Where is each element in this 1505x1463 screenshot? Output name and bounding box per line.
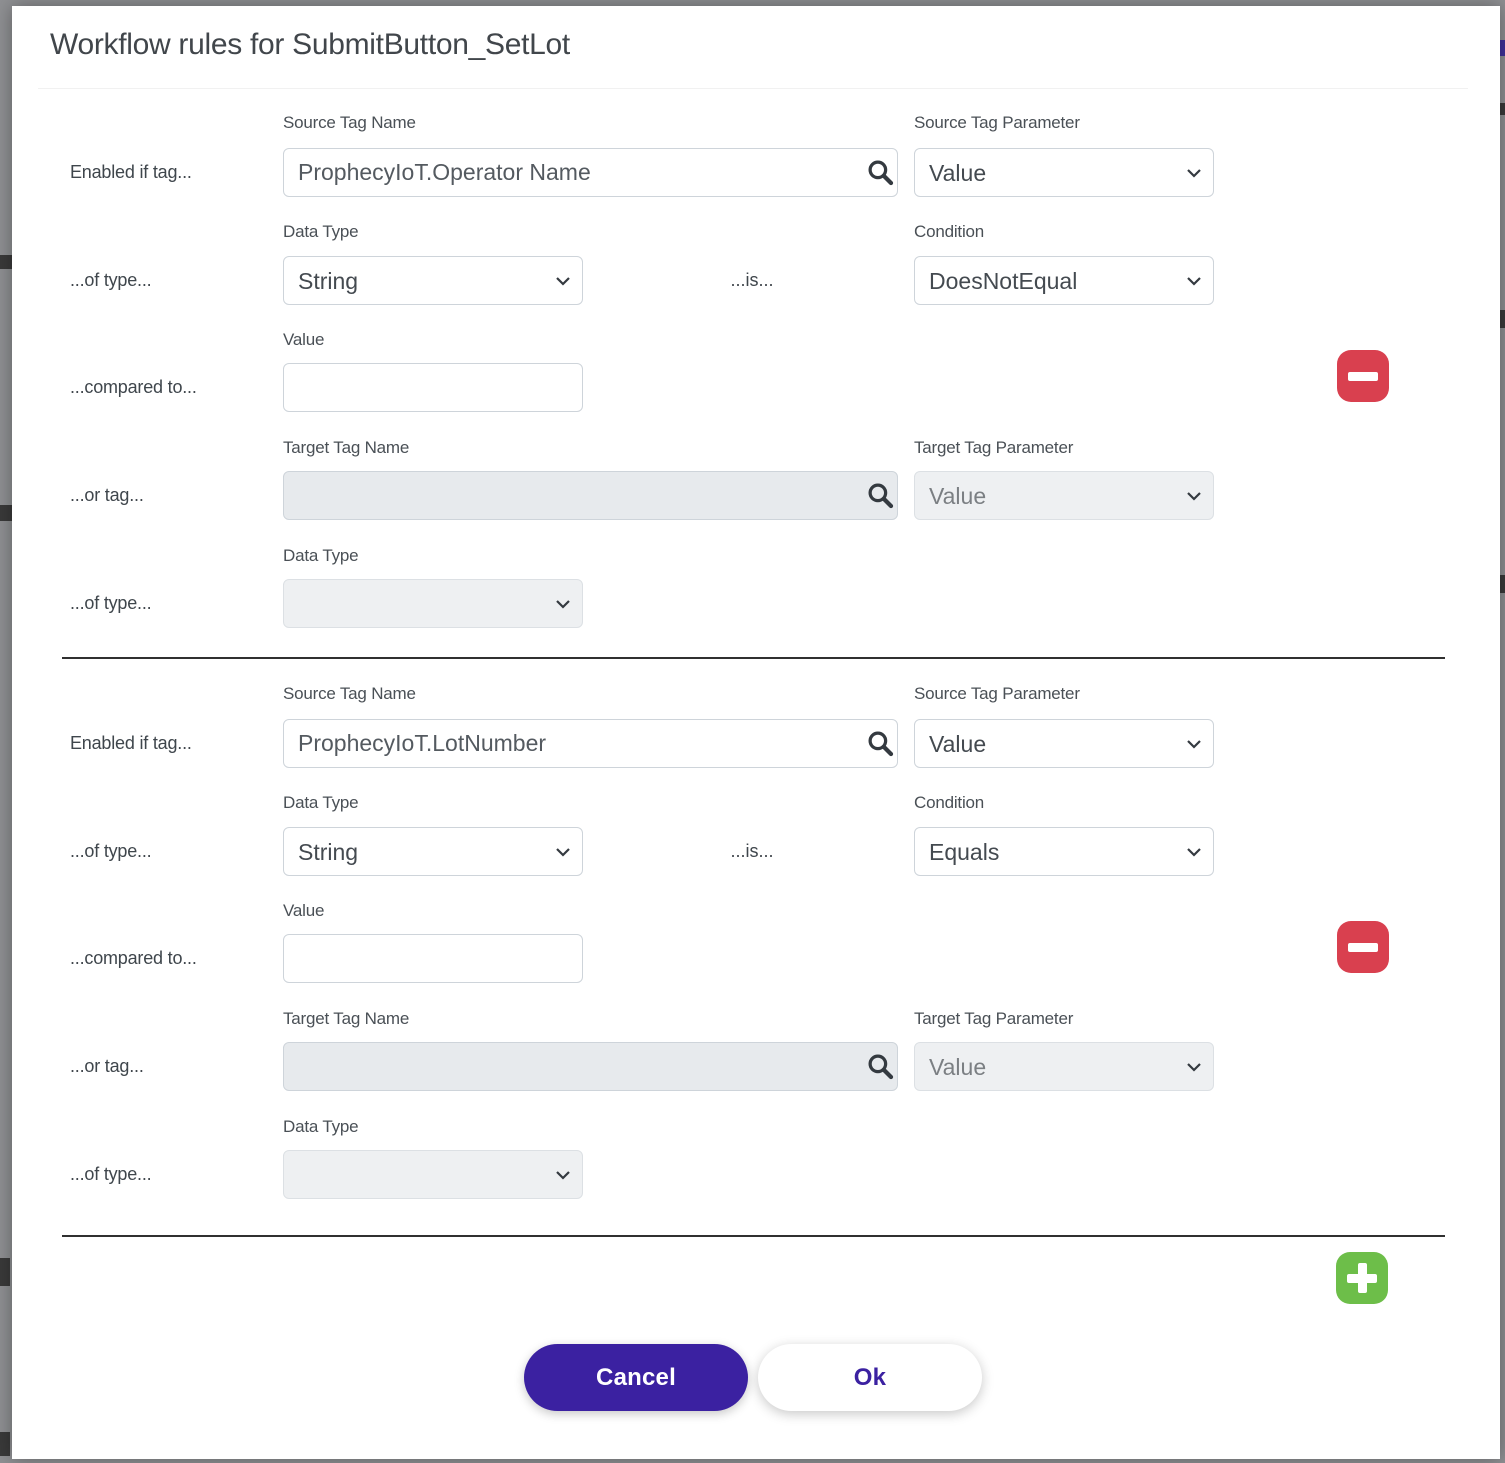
ok-button[interactable]: Ok	[758, 1344, 982, 1411]
value-label: Value	[283, 901, 325, 920]
of-type-label: ...of type...	[70, 270, 152, 290]
data-type-label: Data Type	[283, 793, 359, 812]
data-type-label: Data Type	[283, 546, 359, 565]
source-tag-parameter-label: Source Tag Parameter	[914, 113, 1080, 132]
of-type-label: ...of type...	[70, 841, 152, 861]
source-tag-parameter-select-control[interactable]: Value	[914, 148, 1214, 197]
remove-rule-button[interactable]	[1337, 350, 1389, 402]
of-type-label: ...of type...	[70, 593, 152, 613]
target-tag-parameter-select: Value	[914, 471, 1214, 520]
rule-divider	[62, 657, 1445, 659]
data-type-select-control[interactable]: String	[283, 256, 583, 305]
search-icon[interactable]	[866, 1052, 896, 1082]
minus-icon	[1348, 371, 1378, 381]
target-tag-parameter-select-control: Value	[914, 471, 1214, 520]
header-divider	[38, 88, 1468, 89]
cancel-button[interactable]: Cancel	[524, 1344, 748, 1411]
condition-select[interactable]: DoesNotEqual	[914, 256, 1214, 305]
target-tag-parameter-select-control: Value	[914, 1042, 1214, 1091]
source-tag-parameter-label: Source Tag Parameter	[914, 684, 1080, 703]
rule-divider	[62, 1235, 1445, 1237]
enabled-if-tag-label: Enabled if tag...	[70, 162, 192, 182]
rule-section-2: Source Tag Name Source Tag Parameter Ena…	[12, 684, 1500, 1199]
data-type-select[interactable]: String	[283, 827, 583, 876]
condition-label: Condition	[914, 793, 985, 812]
backdrop-fragment	[1500, 40, 1505, 56]
source-tag-name-input[interactable]	[283, 148, 898, 197]
plus-icon	[1347, 1263, 1377, 1293]
backdrop-fragment	[0, 1258, 10, 1286]
dialog-title: Workflow rules for SubmitButton_SetLot	[50, 28, 570, 61]
source-tag-name-label: Source Tag Name	[283, 684, 416, 703]
condition-select-control[interactable]: DoesNotEqual	[914, 256, 1214, 305]
is-label: ...is...	[730, 270, 774, 290]
minus-icon	[1348, 942, 1378, 952]
backdrop-fragment	[0, 1432, 10, 1456]
target-tag-name-label: Target Tag Name	[283, 438, 410, 457]
source-tag-name-input[interactable]	[283, 719, 898, 768]
target-tag-parameter-select: Value	[914, 1042, 1214, 1091]
workflow-rules-dialog: Workflow rules for SubmitButton_SetLot S…	[12, 6, 1500, 1459]
condition-label: Condition	[914, 222, 985, 241]
target-tag-parameter-label: Target Tag Parameter	[914, 1009, 1074, 1028]
backdrop-fragment	[1500, 575, 1505, 593]
data-type-select-control[interactable]: String	[283, 827, 583, 876]
backdrop-fragment	[0, 255, 12, 269]
data-type-label: Data Type	[283, 222, 359, 241]
compared-to-label: ...compared to...	[70, 377, 197, 397]
target-tag-name-input	[283, 471, 898, 520]
source-tag-parameter-select[interactable]: Value	[914, 719, 1214, 768]
search-icon[interactable]	[866, 729, 896, 759]
enabled-if-tag-label: Enabled if tag...	[70, 733, 192, 753]
source-tag-parameter-select-control[interactable]: Value	[914, 719, 1214, 768]
backdrop-fragment	[1500, 103, 1505, 115]
remove-rule-button[interactable]	[1337, 921, 1389, 973]
of-type-label: ...of type...	[70, 1164, 152, 1184]
target-data-type-select-control	[283, 1150, 583, 1199]
search-icon[interactable]	[866, 481, 896, 511]
value-label: Value	[283, 330, 325, 349]
condition-select[interactable]: Equals	[914, 827, 1214, 876]
compared-to-label: ...compared to...	[70, 948, 197, 968]
target-tag-name-input	[283, 1042, 898, 1091]
backdrop-fragment	[0, 505, 12, 521]
data-type-label: Data Type	[283, 1117, 359, 1136]
is-label: ...is...	[730, 841, 774, 861]
target-data-type-select-control	[283, 579, 583, 628]
data-type-select[interactable]: String	[283, 256, 583, 305]
add-rule-button[interactable]	[1336, 1252, 1388, 1304]
target-data-type-select	[283, 1150, 583, 1199]
search-icon[interactable]	[866, 158, 896, 188]
value-input[interactable]	[283, 934, 583, 983]
or-tag-label: ...or tag...	[70, 485, 144, 505]
value-input[interactable]	[283, 363, 583, 412]
condition-select-control[interactable]: Equals	[914, 827, 1214, 876]
rule-section-1: Source Tag Name Source Tag Parameter Ena…	[12, 113, 1500, 628]
backdrop-fragment	[1500, 310, 1505, 328]
target-data-type-select	[283, 579, 583, 628]
target-tag-parameter-label: Target Tag Parameter	[914, 438, 1074, 457]
or-tag-label: ...or tag...	[70, 1056, 144, 1076]
source-tag-name-label: Source Tag Name	[283, 113, 416, 132]
target-tag-name-label: Target Tag Name	[283, 1009, 410, 1028]
source-tag-parameter-select[interactable]: Value	[914, 148, 1214, 197]
